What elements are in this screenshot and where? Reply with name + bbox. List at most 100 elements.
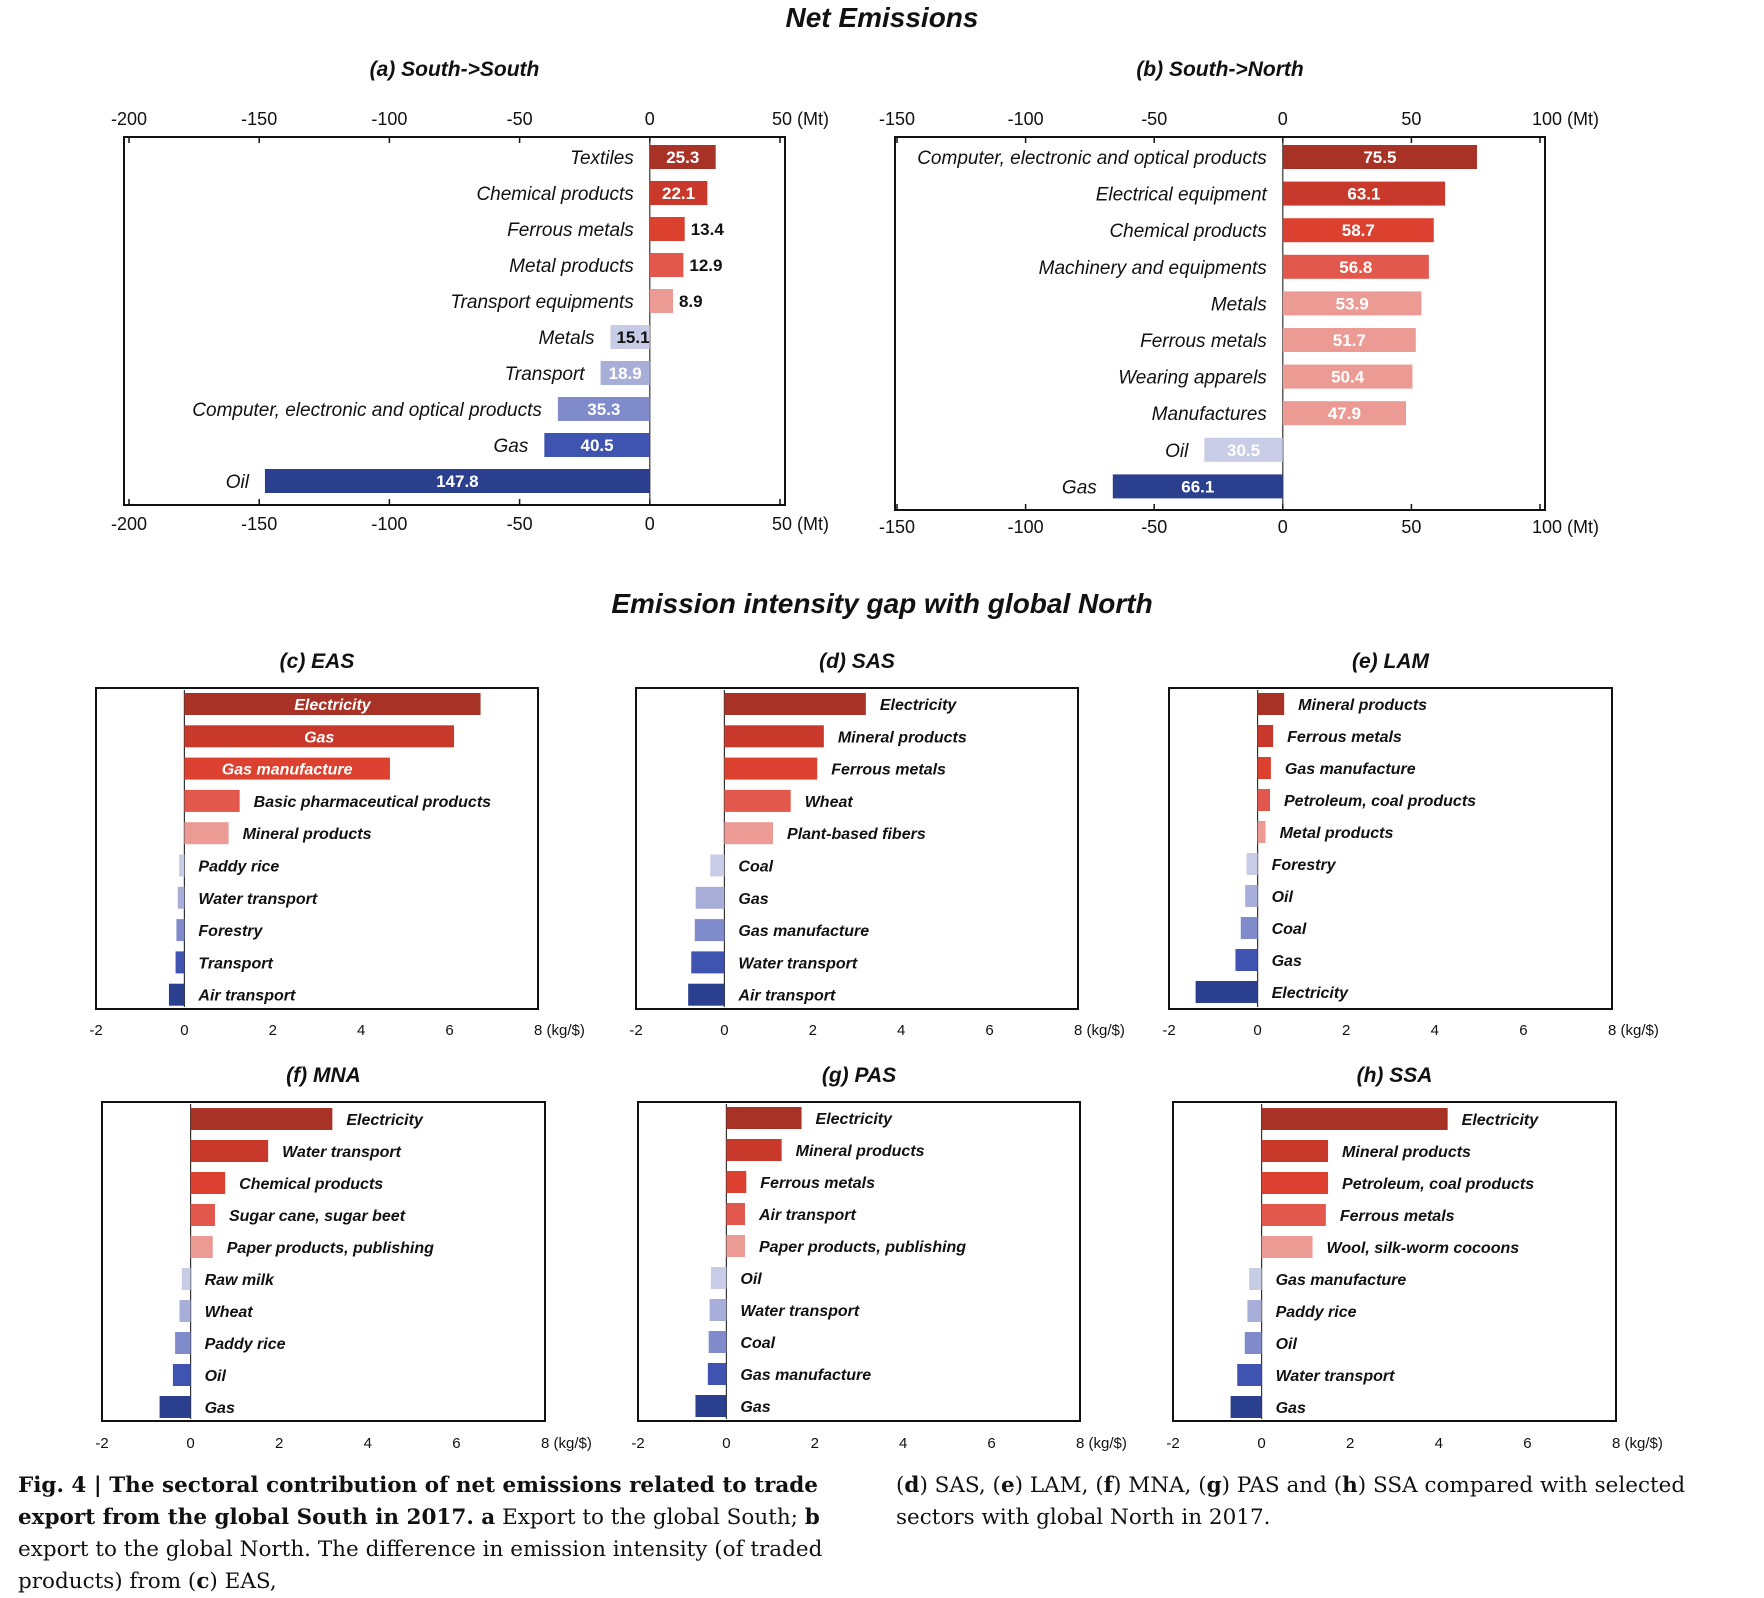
category-label-h: Paddy rice: [1276, 1304, 1357, 1321]
tick-label-g: 0: [722, 1435, 730, 1452]
category-label-f: Paddy rice: [205, 1336, 286, 1353]
tick-label-c: 4: [357, 1022, 365, 1039]
category-label-a: Computer, electronic and optical product…: [192, 400, 542, 421]
tick-label-bottom-b: -150: [879, 517, 915, 537]
panel-title-c: (c) EAS: [280, 650, 355, 673]
tick-label-bottom-b: -50: [1141, 517, 1167, 537]
bar-b: [1204, 437, 1283, 462]
intensity-gap-title: Emission intensity gap with global North: [611, 588, 1153, 619]
tick-label-top-a: -150: [241, 109, 277, 129]
tick-label-bottom-b: 50: [1401, 517, 1421, 537]
caption-h: h: [1342, 1473, 1358, 1498]
bar-a: [610, 325, 650, 349]
category-label-e: Gas manufacture: [1285, 761, 1416, 778]
tick-label-e: 8 (kg/$): [1608, 1022, 1659, 1039]
bar-a: [649, 181, 708, 205]
bar-f: [179, 1300, 191, 1322]
category-label-c: Paddy rice: [198, 859, 279, 876]
category-label-a: Gas: [493, 436, 528, 457]
tick-label-bottom-a: -150: [241, 514, 277, 534]
value-label-a: 22.1: [662, 184, 695, 203]
value-label-b: 58.7: [1342, 221, 1375, 240]
category-label-e: Petroleum, coal products: [1284, 793, 1476, 810]
category-label-c: Gas manufacture: [222, 762, 353, 779]
value-label-a: 35.3: [587, 400, 620, 419]
tick-label-bottom-a: -100: [371, 514, 407, 534]
category-label-d: Air transport: [737, 988, 836, 1005]
bar-a: [649, 289, 673, 313]
value-label-b: 51.7: [1333, 331, 1366, 350]
category-label-e: Gas: [1272, 953, 1302, 970]
bar-f: [175, 1332, 191, 1354]
bar-a: [649, 145, 716, 169]
tick-label-c: 2: [269, 1022, 277, 1039]
caption-g: g: [1206, 1473, 1222, 1498]
bar-e: [1257, 725, 1274, 747]
tick-label-bottom-b: 0: [1278, 517, 1288, 537]
category-label-e: Metal products: [1280, 825, 1394, 842]
category-label-c: Electricity: [294, 697, 372, 714]
category-label-d: Ferrous metals: [831, 762, 946, 779]
bar-b: [1282, 291, 1422, 316]
category-label-f: Paper products, publishing: [227, 1240, 434, 1257]
category-label-d: Coal: [738, 859, 773, 876]
bar-h: [1230, 1396, 1262, 1418]
category-label-d: Plant-based fibers: [787, 826, 926, 843]
caption-h-text: ) SSA compared with selected sectors wit…: [896, 1473, 1686, 1530]
tick-label-bottom-a: 50 (Mt): [772, 514, 829, 534]
bar-c: [184, 789, 240, 812]
bar-g: [709, 1299, 727, 1321]
category-label-d: Gas: [738, 891, 768, 908]
category-label-h: Mineral products: [1342, 1144, 1471, 1161]
bar-d: [691, 951, 725, 974]
caption-b: b: [804, 1505, 820, 1530]
bar-e: [1257, 821, 1266, 843]
caption-g-text: ) PAS and (: [1221, 1473, 1343, 1498]
category-label-a: Ferrous metals: [507, 220, 634, 241]
category-label-h: Gas manufacture: [1276, 1272, 1407, 1289]
tick-label-c: -2: [89, 1022, 102, 1039]
category-label-a: Transport equipments: [450, 292, 634, 313]
plot-frame-d: [635, 687, 1079, 1010]
category-label-a: Oil: [226, 472, 250, 493]
tick-label-h: -2: [1166, 1435, 1179, 1452]
category-label-d: Mineral products: [838, 729, 967, 746]
value-label-b: 75.5: [1363, 148, 1396, 167]
bar-g: [707, 1363, 727, 1385]
category-label-c: Gas: [304, 729, 334, 746]
category-label-d: Electricity: [880, 697, 958, 714]
tick-label-g: 2: [811, 1435, 819, 1452]
caption-d: d: [904, 1473, 920, 1498]
tick-label-c: 0: [180, 1022, 188, 1039]
bar-d: [724, 693, 866, 715]
bar-c: [184, 693, 481, 715]
category-label-e: Oil: [1272, 889, 1294, 906]
category-label-b: Computer, electronic and optical product…: [917, 148, 1267, 169]
category-label-g: Water transport: [740, 1303, 860, 1320]
category-label-f: Oil: [205, 1368, 227, 1385]
category-label-f: Gas: [205, 1400, 235, 1417]
category-label-e: Electricity: [1272, 985, 1350, 1002]
bar-f: [172, 1364, 191, 1386]
bar-c: [184, 822, 229, 845]
bar-c: [179, 854, 185, 877]
category-label-c: Transport: [198, 955, 273, 972]
tick-label-top-b: 0: [1278, 109, 1288, 129]
panel-title-a: (a) South->South: [370, 58, 540, 81]
tick-label-h: 8 (kg/$): [1612, 1435, 1663, 1452]
category-label-f: Water transport: [282, 1144, 402, 1161]
category-label-c: Forestry: [198, 923, 263, 940]
bar-f: [190, 1236, 213, 1258]
value-label-a: 15.1: [616, 328, 649, 347]
tick-label-top-a: -200: [111, 109, 147, 129]
bar-a: [264, 469, 650, 493]
tick-label-top-b: -150: [879, 109, 915, 129]
category-label-c: Mineral products: [243, 826, 372, 843]
plot-frame-a: [123, 136, 786, 506]
plot-frame-h: [1172, 1101, 1617, 1422]
bar-f: [181, 1268, 191, 1290]
tick-label-top-a: 0: [645, 109, 655, 129]
panel-title-b: (b) South->North: [1136, 58, 1303, 81]
tick-label-g: 4: [899, 1435, 907, 1452]
category-label-g: Oil: [740, 1271, 762, 1288]
